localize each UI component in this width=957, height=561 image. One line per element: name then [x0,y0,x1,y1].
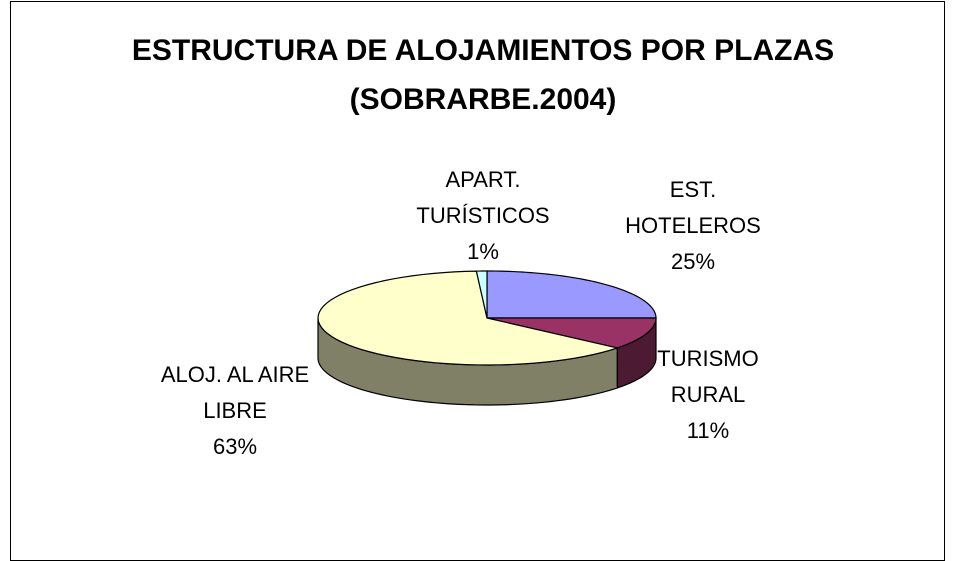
data-label: EST. HOTELEROS 25% [608,172,778,280]
pie-slice [486,317,657,349]
category-label: TURISMO RURAL [657,346,759,407]
chart-subtitle: (SOBRARBE.2004) [350,83,617,116]
value-label: 63% [212,434,258,459]
data-label: TURISMO RURAL 11% [643,341,773,449]
pie-slice [486,270,657,319]
chart-title: ESTRUCTURA DE ALOJAMIENTOS POR PLAZAS [132,34,834,67]
pie-slice [475,270,488,319]
category-label: EST. HOTELEROS [625,177,761,238]
category-label: ALOJ. AL AIRE LIBRE [160,362,310,423]
value-label: 11% [686,418,730,443]
chart: ESTRUCTURA DE ALOJAMIENTOS POR PLAZAS (S… [132,34,834,406]
value-label: 25% [670,249,716,274]
pie-slice [317,270,620,366]
data-label: ALOJ. AL AIRE LIBRE 63% [143,357,328,465]
value-label: 1% [467,239,499,264]
data-label: APART. TURÍSTICOS 1% [398,162,568,270]
category-label: APART. TURÍSTICOS [416,167,550,228]
